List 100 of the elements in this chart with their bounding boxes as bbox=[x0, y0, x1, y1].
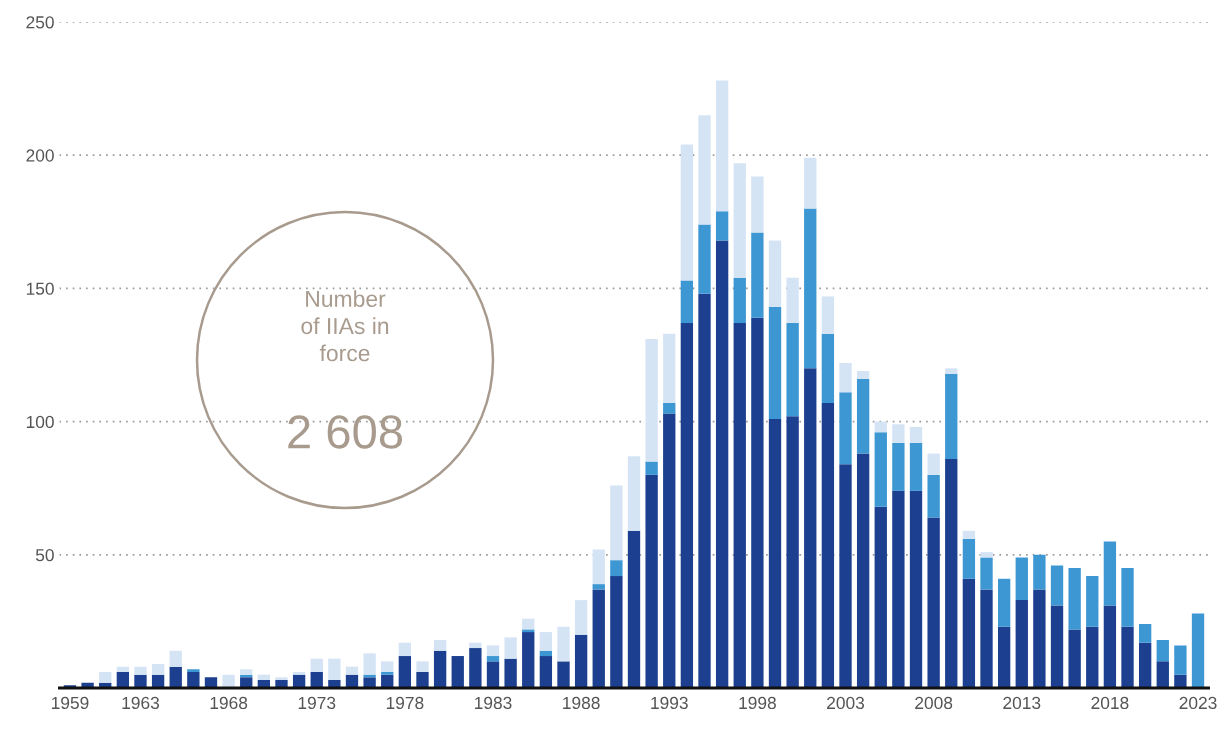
bar bbox=[1103, 541, 1117, 606]
bar bbox=[328, 658, 341, 681]
bar bbox=[222, 674, 235, 688]
bar bbox=[997, 578, 1011, 627]
bar bbox=[1103, 605, 1117, 688]
bar bbox=[1156, 640, 1169, 662]
bar bbox=[1138, 642, 1152, 688]
bar bbox=[169, 650, 182, 667]
bar bbox=[275, 677, 288, 681]
bar bbox=[980, 557, 993, 590]
bar bbox=[486, 656, 500, 662]
bar bbox=[469, 648, 482, 688]
bar bbox=[751, 232, 764, 318]
bar bbox=[240, 677, 253, 688]
bar bbox=[574, 634, 588, 688]
bar bbox=[1121, 626, 1134, 688]
bar bbox=[768, 307, 782, 419]
bar bbox=[486, 645, 500, 657]
bar bbox=[715, 211, 729, 241]
bar bbox=[962, 530, 976, 539]
bar bbox=[240, 669, 253, 675]
bar bbox=[751, 317, 764, 688]
bar bbox=[1086, 576, 1099, 627]
bar bbox=[1191, 613, 1205, 688]
x-tick-label: 1973 bbox=[298, 696, 336, 710]
bar bbox=[1138, 624, 1152, 643]
bar bbox=[416, 661, 429, 673]
bar bbox=[592, 589, 605, 688]
bar bbox=[804, 368, 817, 688]
bar bbox=[1174, 674, 1187, 688]
bar bbox=[1068, 629, 1081, 688]
bar bbox=[892, 442, 905, 491]
bar bbox=[680, 144, 694, 281]
bar bbox=[398, 642, 412, 657]
y-tick-label: 200 bbox=[26, 149, 54, 162]
y-tick-label: 50 bbox=[35, 548, 54, 562]
bar bbox=[804, 157, 817, 209]
bar bbox=[522, 618, 535, 630]
bar bbox=[786, 416, 799, 688]
bar bbox=[733, 163, 746, 278]
bar bbox=[522, 629, 535, 633]
bar bbox=[433, 650, 447, 688]
bar bbox=[715, 80, 729, 212]
bar bbox=[680, 280, 694, 324]
bar bbox=[116, 672, 130, 688]
bar bbox=[874, 432, 887, 507]
bar bbox=[398, 656, 412, 688]
bar bbox=[962, 578, 976, 688]
bar bbox=[909, 426, 923, 443]
bar bbox=[1033, 554, 1046, 590]
bar bbox=[927, 453, 940, 475]
bar bbox=[539, 650, 553, 657]
bar bbox=[945, 368, 958, 374]
bar bbox=[786, 323, 799, 417]
bar bbox=[204, 677, 218, 688]
bar bbox=[381, 661, 394, 673]
bar bbox=[733, 323, 746, 688]
bar bbox=[345, 666, 359, 675]
annotation: 2 608 bbox=[288, 415, 403, 449]
bar bbox=[645, 474, 658, 688]
bar bbox=[997, 626, 1011, 688]
bar bbox=[1068, 568, 1081, 630]
bar bbox=[821, 296, 835, 334]
bar bbox=[804, 208, 817, 369]
bar bbox=[504, 637, 517, 659]
bar bbox=[839, 392, 852, 465]
bar bbox=[892, 490, 905, 688]
bar bbox=[645, 461, 658, 475]
bar bbox=[469, 642, 482, 649]
bar bbox=[99, 672, 112, 683]
y-tick-label: 150 bbox=[26, 282, 54, 295]
bar bbox=[310, 658, 323, 673]
bar bbox=[574, 600, 588, 635]
bar bbox=[627, 530, 641, 688]
bar bbox=[1174, 645, 1187, 675]
bar bbox=[187, 672, 200, 688]
x-tick-label: 1993 bbox=[651, 696, 688, 710]
bar bbox=[592, 584, 605, 590]
y-tick-label: 250 bbox=[26, 16, 54, 29]
bar bbox=[715, 240, 729, 688]
x-tick-label: 1959 bbox=[51, 696, 89, 710]
bar bbox=[909, 442, 923, 491]
bar bbox=[433, 640, 447, 651]
bar bbox=[363, 653, 376, 675]
bar bbox=[962, 538, 976, 579]
bar bbox=[610, 560, 623, 577]
bar bbox=[1033, 589, 1046, 688]
x-tick-label: 2018 bbox=[1091, 696, 1129, 710]
x-tick-label: 1988 bbox=[563, 696, 600, 710]
bar bbox=[522, 632, 535, 688]
bar bbox=[874, 421, 887, 433]
bar bbox=[892, 424, 905, 443]
bar bbox=[698, 293, 711, 688]
bar bbox=[1121, 568, 1134, 627]
x-tick-label: 2003 bbox=[827, 696, 865, 710]
bar bbox=[116, 666, 130, 673]
bar bbox=[945, 373, 958, 459]
bar bbox=[1015, 600, 1028, 688]
bar bbox=[151, 664, 165, 675]
bar bbox=[557, 661, 570, 688]
